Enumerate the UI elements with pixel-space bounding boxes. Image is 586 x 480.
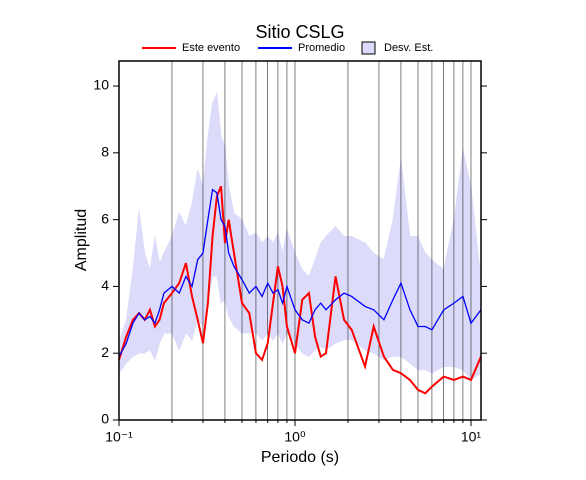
y-tick-label: 8 [101,144,109,160]
std-band [417,236,426,371]
std-band [202,136,209,327]
std-band [163,236,173,334]
std-band [261,235,269,341]
std-band [138,209,146,354]
std-band [314,242,322,351]
legend-label: Promedio [298,42,345,54]
std-band [197,169,204,328]
y-axis-label: Amplitud [73,209,90,271]
std-band [470,186,482,381]
std-band [453,149,464,371]
std-band [149,236,156,361]
x-tick-label: 10⁻¹ [105,429,133,445]
legend-label: Desv. Est. [384,42,433,54]
y-tick-label: 10 [93,77,109,93]
legend-swatch [361,41,376,55]
std-band [392,159,402,357]
std-band [144,252,151,354]
std-band [286,229,296,345]
std-band [383,219,394,361]
std-band [443,219,455,367]
y-tick-label: 2 [101,344,109,360]
std-band [431,259,445,374]
x-axis-label: Periodo (s) [261,449,339,466]
x-tick-label: 10⁰ [284,429,306,445]
std-band [154,236,160,360]
chart-title: Sitio CSLG [255,22,344,42]
legend-label: Este evento [182,42,240,54]
std-band [320,235,327,351]
std-band [424,252,433,374]
y-tick-label: 6 [101,210,109,226]
plot-frame [118,60,482,421]
std-band [171,212,180,350]
y-tick-label: 4 [101,277,109,293]
std-band [241,219,250,334]
std-band [462,149,472,381]
series-line [118,188,482,357]
std-band [212,92,218,277]
series-line [118,185,482,395]
std-band [125,269,134,364]
std-band [400,159,411,364]
std-band [132,209,140,358]
std-band [301,268,310,358]
y-tick-label: 0 [101,411,109,427]
std-band [255,231,263,341]
std-band [409,236,419,371]
x-tick-label: 10¹ [461,429,482,445]
